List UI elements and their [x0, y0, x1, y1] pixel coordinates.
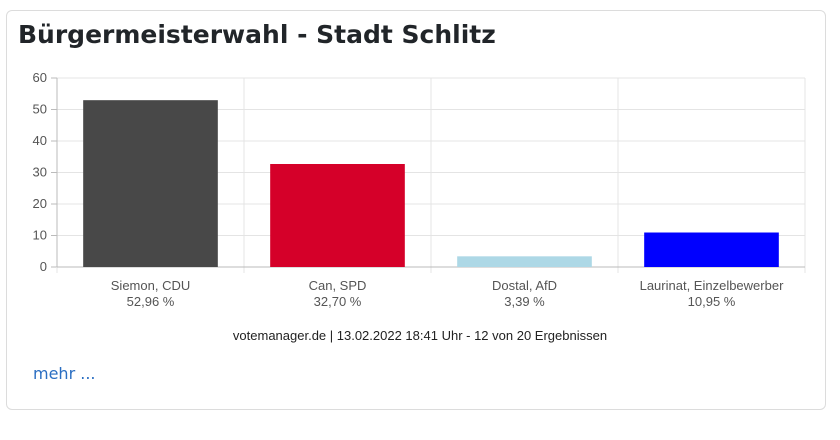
bar [457, 256, 592, 267]
x-category-label: Dostal, AfD [492, 278, 557, 293]
x-value-label: 3,39 % [504, 294, 545, 309]
y-tick-label: 30 [33, 165, 47, 180]
source-line: votemanager.de | 13.02.2022 18:41 Uhr - … [232, 328, 608, 343]
y-tick-label: 10 [33, 228, 47, 243]
y-tick-label: 60 [33, 70, 47, 85]
x-category-label: Siemon, CDU [111, 278, 190, 293]
x-value-label: 52,96 % [127, 294, 175, 309]
bar [644, 232, 779, 267]
x-category-label: Laurinat, Einzelbewerber [640, 278, 784, 293]
y-tick-label: 20 [33, 196, 47, 211]
x-category-label: Can, SPD [309, 278, 367, 293]
y-tick-label: 40 [33, 133, 47, 148]
x-value-label: 32,70 % [314, 294, 362, 309]
bar [83, 100, 218, 268]
more-link[interactable]: mehr ... [33, 364, 96, 383]
bar [270, 163, 405, 267]
page-title: Bürgermeisterwahl - Stadt Schlitz [18, 20, 496, 49]
y-tick-label: 50 [33, 102, 47, 117]
x-value-label: 10,95 % [688, 294, 736, 309]
y-tick-label: 0 [40, 259, 47, 274]
